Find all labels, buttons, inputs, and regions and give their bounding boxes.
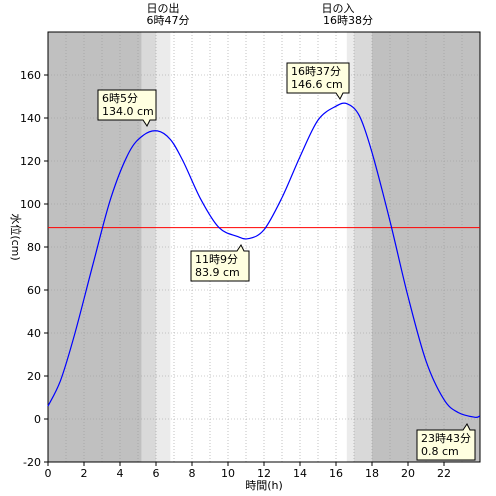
y-tick-label: 0 xyxy=(34,413,41,426)
daylight-band xyxy=(141,32,156,462)
low-tide-callout-1: 11時9分 83.9 cm xyxy=(190,244,250,282)
x-tick-label: 16 xyxy=(329,467,343,480)
y-tick-label: 140 xyxy=(20,112,41,125)
callout-value: 83.9 cm xyxy=(195,266,240,279)
x-axis-ticks: 0 2 4 6 8 10 12 14 16 18 20 22 xyxy=(45,462,451,480)
y-tick-label: 40 xyxy=(27,327,41,340)
x-tick-label: 2 xyxy=(81,467,88,480)
callout-time: 11時9分 xyxy=(195,253,238,266)
callout-time: 23時43分 xyxy=(421,432,471,445)
x-tick-label: 10 xyxy=(221,467,235,480)
y-tick-label: 20 xyxy=(27,370,41,383)
x-tick-label: 8 xyxy=(189,467,196,480)
x-tick-label: 20 xyxy=(401,467,415,480)
callout-time: 6時5分 xyxy=(102,92,138,105)
x-tick-label: 6 xyxy=(153,467,160,480)
tide-series-line xyxy=(47,102,481,418)
y-axis-label: 水位(cm) xyxy=(9,213,23,260)
callout-value: 0.8 cm xyxy=(421,445,459,458)
y-tick-label: 120 xyxy=(20,155,41,168)
y-tick-label: 60 xyxy=(27,284,41,297)
daylight-band xyxy=(156,32,171,462)
x-tick-label: 12 xyxy=(257,467,271,480)
x-tick-label: 0 xyxy=(45,467,52,480)
y-tick-label: 100 xyxy=(20,198,41,211)
low-tide-callout-2: 23時43分 0.8 cm xyxy=(416,423,476,461)
y-axis-ticks: -20 0 20 40 60 80 100 120 140 160 xyxy=(20,69,48,469)
sunrise-time: 6時47分 xyxy=(147,14,190,27)
high-tide-callout-1: 6時5分 134.0 cm xyxy=(97,89,157,127)
x-tick-label: 4 xyxy=(117,467,124,480)
callout-value: 134.0 cm xyxy=(102,105,154,118)
y-tick-label: -20 xyxy=(23,456,41,469)
x-tick-label: 18 xyxy=(365,467,379,480)
x-tick-label: 14 xyxy=(293,467,307,480)
callout-value: 146.6 cm xyxy=(291,78,343,91)
callout-time: 16時37分 xyxy=(291,65,341,78)
y-tick-label: 160 xyxy=(20,69,41,82)
high-tide-callout-2: 16時37分 146.6 cm xyxy=(286,62,350,100)
x-tick-label: 22 xyxy=(437,467,451,480)
y-tick-label: 80 xyxy=(27,241,41,254)
daylight-band xyxy=(346,32,354,462)
sunset-time: 16時38分 xyxy=(323,14,373,27)
sunrise-label: 日の出 xyxy=(147,1,180,15)
sunset-label: 日の入 xyxy=(322,2,355,15)
x-axis-label: 時間(h) xyxy=(245,479,283,492)
